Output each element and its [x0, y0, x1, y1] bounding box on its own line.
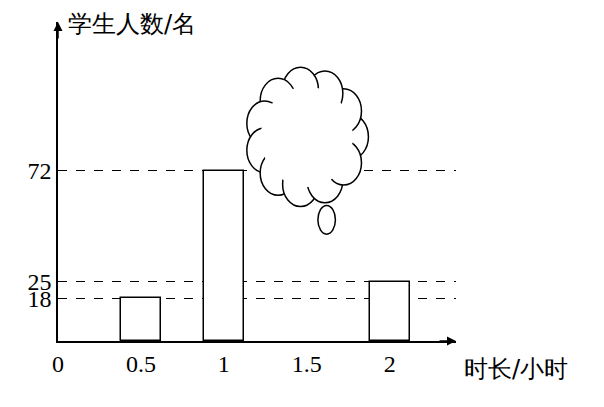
svg-text:1.5: 1.5: [292, 351, 322, 377]
svg-text:学生人数/名: 学生人数/名: [68, 10, 196, 38]
svg-text:72: 72: [27, 158, 51, 184]
svg-text:25: 25: [27, 269, 51, 295]
svg-text:18: 18: [27, 286, 51, 312]
svg-text:1: 1: [218, 351, 230, 377]
svg-text:0: 0: [52, 351, 64, 377]
svg-text:0.5: 0.5: [126, 351, 156, 377]
svg-text:2: 2: [384, 351, 396, 377]
svg-text:时长/小时: 时长/小时: [464, 355, 568, 383]
